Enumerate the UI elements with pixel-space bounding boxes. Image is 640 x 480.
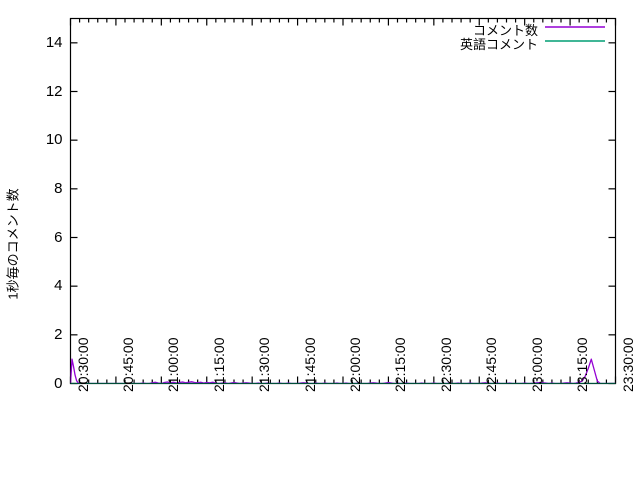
x-tick-label: 22:00:00 xyxy=(347,337,363,392)
y-tick-label: 8 xyxy=(54,179,63,197)
x-tick-label: 22:15:00 xyxy=(392,337,409,392)
x-tick-label: 21:30:00 xyxy=(256,337,273,392)
x-tick-label: 20:30:00 xyxy=(74,337,91,392)
data-series-group xyxy=(70,358,616,384)
x-tick-label: 22:45:00 xyxy=(483,337,500,392)
plot-border xyxy=(69,17,617,385)
y-tick-label: 6 xyxy=(54,228,63,246)
x-tick-label: 23:30:00 xyxy=(619,337,636,392)
axis-ticks xyxy=(69,18,617,385)
y-tick-label: 12 xyxy=(45,82,63,100)
x-tick-label: 23:00:00 xyxy=(528,337,545,392)
y-tick-label: 2 xyxy=(54,325,63,343)
x-tick-label: 21:00:00 xyxy=(165,337,182,392)
y-tick-label: 14 xyxy=(45,33,63,51)
x-tick-label: 20:45:00 xyxy=(119,337,136,392)
x-tick-label: 22:30:00 xyxy=(437,337,454,392)
legend-label-1: コメント数 xyxy=(472,23,538,38)
y-tick-label: 10 xyxy=(45,131,63,149)
x-tick-label: 21:15:00 xyxy=(210,337,227,392)
x-tick-label: 21:45:00 xyxy=(301,337,318,392)
x-tick-label: 23:15:00 xyxy=(574,337,591,392)
y-tick-label: 0 xyxy=(54,374,63,392)
y-tick-label: 4 xyxy=(54,277,63,295)
legend-label-2: 英語コメント xyxy=(459,37,538,52)
